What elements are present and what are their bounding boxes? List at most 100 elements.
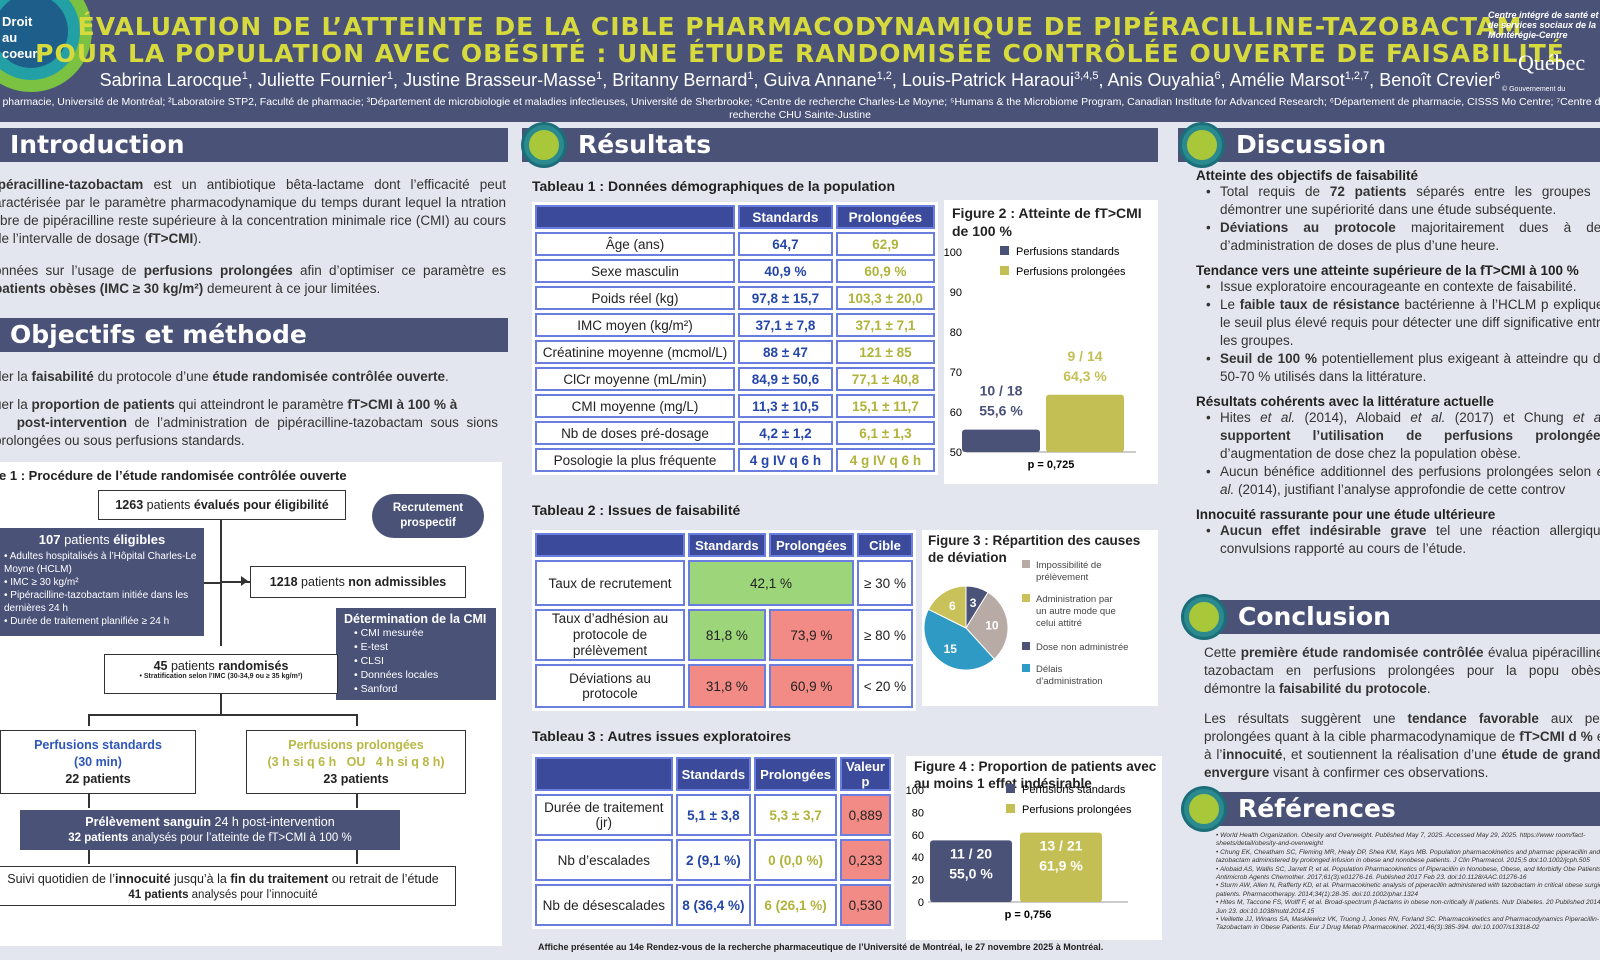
table-cell: Sexe masculin xyxy=(535,259,735,283)
table-cell: Créatinine moyenne (mcmol/L) xyxy=(535,340,735,364)
table-cell: 40,9 % xyxy=(738,259,833,283)
legend-label: un autre mode que xyxy=(1036,606,1116,617)
gov-copyright: © Gouvernement du xyxy=(1502,86,1566,93)
legend-label: Perfusions standards xyxy=(1016,246,1120,258)
eligible-box: 107 patients éligibles • Adultes hospita… xyxy=(0,528,204,636)
table-cell: 5,3 ± 3,7 xyxy=(754,794,837,836)
author-name: Amélie Marsot1,2,7, xyxy=(1229,70,1380,90)
eligibility-criterion: • Adultes hospitalisés à l’Hôpital Charl… xyxy=(4,551,197,575)
table-row: Âge (ans) 64,7 62,9 xyxy=(535,232,935,256)
y-tick-label: 60 xyxy=(950,407,962,419)
table-row: IMC moyen (kg/m²) 37,1 ± 7,8 37,1 ± 7,1 xyxy=(535,313,935,337)
logo-text: Droit au coeur xyxy=(2,14,38,61)
figure4-panel: Figure 4 : Proportion de patients avec a… xyxy=(906,756,1162,940)
y-tick-label: 100 xyxy=(944,247,962,259)
legend-label: Perfusions prolongées xyxy=(1016,266,1126,278)
standard-arm-box: Perfusions standards (30 min) 22 patients xyxy=(0,730,196,794)
table-row: Nb de doses pré-dosage 4,2 ± 1,2 6,1 ± 1,3 xyxy=(535,421,935,445)
author-list: Sabrina Larocque1, Juliette Fournier1, J… xyxy=(0,70,1600,91)
table-cell: 6 (26,1 %) xyxy=(754,884,837,926)
figure2-chart: 50 60 70 80 90 100 Perfusions standards Perfusi… xyxy=(944,246,1136,471)
figure2-panel: Figure 2 : Atteinte de fT>CMI de 100 % 5… xyxy=(944,200,1158,484)
recruitment-pill: Recrutement prospectif xyxy=(372,494,484,538)
y-tick-label: 50 xyxy=(950,447,962,459)
reference-item: • Chung EK, Cheatham SC, Fleming MR, Hea… xyxy=(1216,848,1600,865)
table-row: CMI moyenne (mg/L) 11,3 ± 10,5 15,1 ± 11,7 xyxy=(535,394,935,418)
reference-item: • World Health Organization. Obesity and… xyxy=(1216,832,1586,848)
followup-box: Suivi quotidien de l’innocuité jusqu’à l… xyxy=(0,866,456,906)
droit-au-coeur-logo xyxy=(0,0,92,92)
sampling-box: Prélèvement sanguin 24 h post-interventi… xyxy=(20,810,400,850)
legend-label: prélèvement xyxy=(1036,572,1089,583)
bar xyxy=(1046,394,1124,452)
cmi-method: • CLSI xyxy=(354,655,384,667)
author-name: Juliette Fournier1, xyxy=(257,70,404,90)
table2-caption: Tableau 2 : Issues de faisabilité xyxy=(532,502,741,518)
legend-swatch xyxy=(1022,642,1030,650)
table-header xyxy=(535,757,673,791)
legend-label: Perfusions standards xyxy=(1022,784,1126,796)
author-name: Justine Brasseur-Masse1, xyxy=(403,70,613,90)
cmi-method: • Sanford xyxy=(354,683,398,695)
cmi-method: • Données locales xyxy=(354,669,439,681)
bar-percent-label: 55,6 % xyxy=(979,403,1023,419)
figure4-title: Figure 4 : Proportion de patients avec a… xyxy=(914,759,1157,791)
table-cell: 0,530 xyxy=(839,884,891,926)
title-line-1: ÉVALUATION DE L’ATTEINTE DE LA CIBLE PHA… xyxy=(77,12,1523,41)
poster-footer: Affiche présentée au 14e Rendez-vous de … xyxy=(538,942,1104,952)
y-tick-label: 0 xyxy=(918,897,924,909)
table-row: Poids réel (kg) 97,8 ± 15,7 103,3 ± 20,0 xyxy=(535,286,935,310)
randomised-box: 45 patients randomisés • Stratification s… xyxy=(104,654,338,694)
section-bullet-icon xyxy=(524,125,564,165)
figure2-title: Figure 2 : Atteinte de fT>CMI de 100 % xyxy=(952,205,1142,239)
discussion-heading: Discussion xyxy=(1178,128,1600,162)
objective-1: der la faisabilité du protocole d’une ét… xyxy=(0,369,449,384)
table-cell: 15,1 ± 11,7 xyxy=(835,394,935,418)
author-name: Louis-Patrick Haraoui3,4,5, xyxy=(901,70,1108,90)
legend-label: Dose non administrée xyxy=(1036,642,1128,653)
section-bullet-icon xyxy=(1184,789,1224,829)
cmi-method: • CMI mesurée xyxy=(354,627,424,639)
table-cell: 64,7 xyxy=(738,232,833,256)
table3-exploratory: Standards Prolongées Valeur p Durée de trai… xyxy=(532,754,894,929)
table-cell: 6,1 ± 1,3 xyxy=(835,421,935,445)
y-tick-label: 80 xyxy=(950,327,962,339)
table-header: Prolongées xyxy=(835,205,935,229)
cisss-name: Centre intégré de santé et de services s… xyxy=(1488,10,1599,40)
table1-demographics: Standards Prolongées Âge (ans) 64,7 62,9 Sexe… xyxy=(532,202,938,475)
bar-count-label: 13 / 21 xyxy=(1040,838,1083,854)
objectives-heading: Objectifs et méthode xyxy=(0,318,508,352)
discussion-body: Atteinte des objectifs de faisabilité To… xyxy=(1196,168,1600,558)
y-tick-label: 100 xyxy=(906,785,924,797)
table-row: Durée de traitement (jr) 5,1 ± 3,8 5,3 ± 3… xyxy=(535,794,891,836)
y-tick-label: 80 xyxy=(912,807,924,819)
p-value-label: p = 0,725 xyxy=(1028,459,1075,471)
prolonged-arm-box: Perfusions prolongées (3 h si q 6 h OU 4 … xyxy=(246,730,466,794)
author-name: Britanny Bernard1, xyxy=(612,70,764,90)
quebec-logo: Québec xyxy=(1518,50,1586,75)
conclusion-paragraph-1: Cette première étude randomisée contrôlé… xyxy=(1204,645,1600,696)
pie-value-label: 15 xyxy=(944,642,958,656)
legend-swatch xyxy=(1022,664,1030,672)
conclusion-paragraph-2: Les résultats suggèrent une tendance fav… xyxy=(1204,711,1600,780)
intro-heading: Introduction xyxy=(0,128,508,162)
reference-item: • Veillette JJ, Winans SA, Maskiewicz VK… xyxy=(1216,916,1600,932)
table-cell: 4 g IV q 6 h xyxy=(835,448,935,472)
table-cell: Nb de désescalades xyxy=(535,884,673,926)
section-bullet-icon xyxy=(1184,597,1224,637)
reference-list: • World Health Organization. Obesity and… xyxy=(1216,832,1600,933)
table-header: Standards xyxy=(675,757,752,791)
eligibility-criterion: • Durée de traitement planifiée ≥ 24 h xyxy=(4,616,170,627)
objective-2: uer la proportion de patients qui attein… xyxy=(0,397,498,448)
table-cell: 4,2 ± 1,2 xyxy=(738,421,833,445)
table-cell: 0,889 xyxy=(839,794,891,836)
table-cell: 11,3 ± 10,5 xyxy=(738,394,833,418)
table-row: Nb de désescalades 8 (36,4 %) 6 (26,1 %) 0,… xyxy=(535,884,891,926)
pie-slice xyxy=(965,591,1009,660)
table-cell: 5,1 ± 3,8 xyxy=(675,794,752,836)
table-cell: Posologie la plus fréquente xyxy=(535,448,735,472)
bar-percent-label: 61,9 % xyxy=(1039,858,1083,874)
legend-swatch xyxy=(1000,266,1009,275)
